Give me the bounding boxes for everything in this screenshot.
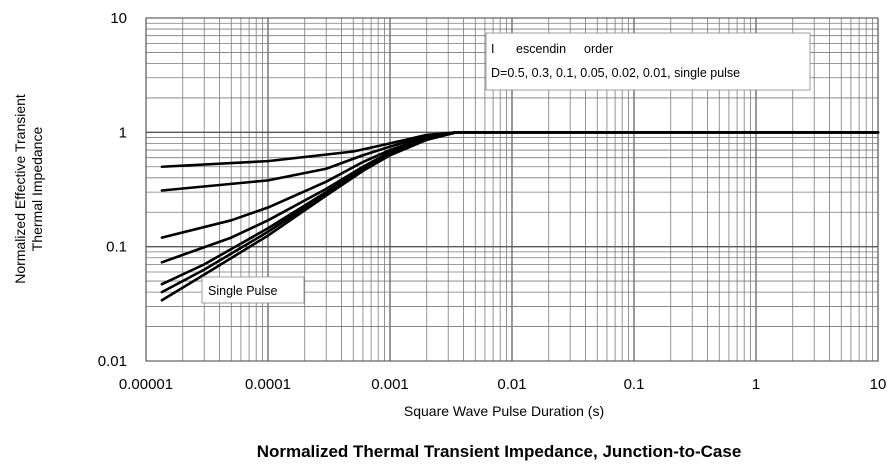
- legend-line1-part3: order: [584, 42, 613, 56]
- x-tick-label: 1: [752, 376, 760, 393]
- legend: I escendin order D=0.5, 0.3, 0.1, 0.05, …: [485, 32, 811, 91]
- x-tick-label: 0.1: [624, 376, 645, 393]
- y-axis-title-line2: Thermal Impedance: [29, 127, 45, 252]
- legend-line1-part2: escendin: [516, 42, 566, 56]
- x-tick-label: 0.0001: [245, 376, 291, 393]
- legend-line2: D=0.5, 0.3, 0.1, 0.05, 0.02, 0.01, singl…: [491, 66, 740, 80]
- x-tick-label: 0.01: [497, 376, 526, 393]
- single-pulse-annotation: Single Pulse: [201, 276, 305, 304]
- chart-title: Normalized Thermal Transient Impedance, …: [257, 442, 742, 461]
- tick-labels: 0.00001 0.0001 0.001 0.01 0.1 1 10 10 1 0.1 0.01: [98, 10, 887, 393]
- y-axis-title-line1: Normalized Effective Transient: [12, 94, 28, 284]
- annotation-label: Single Pulse: [208, 284, 278, 298]
- y-tick-label: 0.1: [106, 239, 127, 256]
- series-line-7: [160, 131, 880, 302]
- legend-box: [485, 32, 811, 91]
- y-tick-label: 0.01: [98, 353, 127, 370]
- x-tick-label: 0.001: [371, 376, 409, 393]
- series-group: [160, 131, 880, 302]
- y-tick-label: 10: [110, 10, 127, 27]
- x-tick-label: 10: [870, 376, 887, 393]
- plot-frame: [145, 17, 879, 362]
- annotation-box: [201, 276, 305, 304]
- y-tick-label: 1: [119, 124, 127, 141]
- x-axis-title: Square Wave Pulse Duration (s): [404, 403, 604, 419]
- x-tick-label: 0.00001: [119, 376, 173, 393]
- legend-line1-part1: I: [491, 42, 494, 56]
